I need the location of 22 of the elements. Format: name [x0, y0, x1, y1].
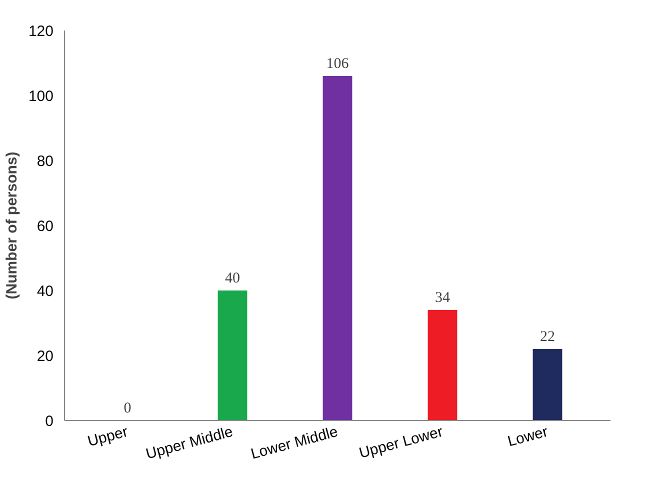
bar — [218, 290, 248, 420]
x-tick-label: Upper — [86, 423, 130, 450]
y-tick-label: 60 — [36, 218, 54, 235]
y-tick-label: 0 — [45, 413, 54, 430]
y-tick-label: 100 — [28, 88, 54, 105]
y-tick-label: 120 — [28, 23, 54, 40]
y-tick-label: 80 — [36, 153, 54, 170]
data-label: 0 — [124, 400, 132, 416]
x-tick-label: Upper Lower — [357, 423, 445, 462]
data-label: 106 — [326, 56, 350, 72]
y-tick-label: 40 — [36, 283, 54, 300]
data-label: 22 — [540, 329, 555, 345]
data-label: 40 — [225, 270, 240, 286]
bar — [428, 310, 458, 420]
bar — [322, 76, 352, 420]
y-tick-label: 20 — [36, 348, 54, 365]
y-axis-title: (Number of persons) — [3, 152, 20, 300]
data-label: 34 — [435, 290, 450, 306]
x-tick-label: Lower Middle — [249, 423, 340, 463]
x-tick-label: Lower — [506, 423, 550, 450]
bar — [532, 349, 562, 420]
x-tick-label: Upper Middle — [144, 423, 235, 463]
